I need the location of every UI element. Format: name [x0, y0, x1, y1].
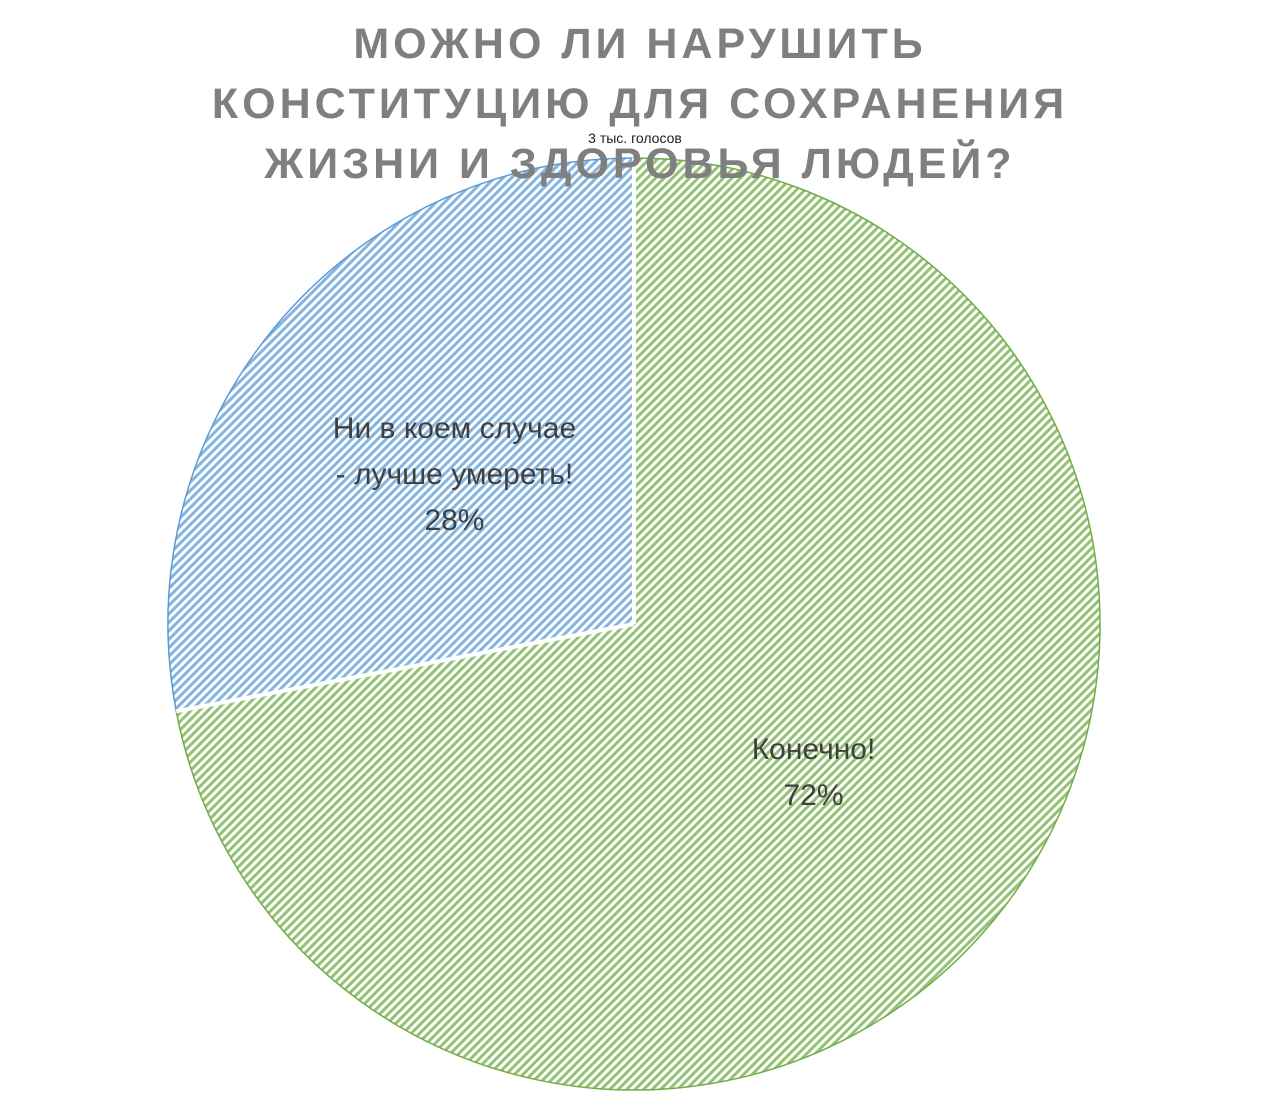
- slice-label: Ни в коем случае - лучше умереть!: [332, 412, 577, 492]
- slice-value-label: 72%: [783, 778, 844, 812]
- chart-title: МОЖНО ЛИ НАРУШИТЬ КОНСТИТУЦИЮ ДЛЯ СОХРАН…: [211, 20, 1069, 188]
- pie-slice: [167, 157, 635, 713]
- pie-slice: [175, 157, 1101, 1091]
- slice-value-label: 28%: [424, 504, 485, 538]
- slice-label: Конечно!: [751, 732, 876, 766]
- chart-subtitle: 3 тыс. голосов: [588, 130, 682, 146]
- slice-border: [175, 622, 635, 714]
